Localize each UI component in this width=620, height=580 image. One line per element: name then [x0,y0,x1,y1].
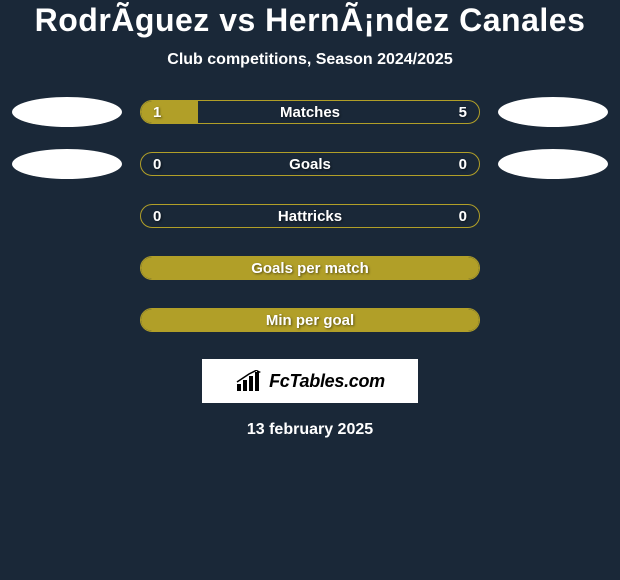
stat-row: 0 Hattricks 0 [0,201,620,231]
stat-value-left: 0 [153,208,161,225]
ellipse-spacer [498,305,608,335]
ellipse-spacer [12,201,122,231]
logo-box: FcTables.com [202,359,418,403]
stat-row: 0 Goals 0 [0,149,620,179]
stat-label: Goals [289,156,331,173]
player-ellipse-left [12,149,122,179]
logo-text: FcTables.com [269,371,385,392]
stat-value-right: 0 [459,208,467,225]
stat-bar: 1 Matches 5 [140,100,480,124]
stat-value-left: 1 [153,104,161,121]
stat-value-right: 5 [459,104,467,121]
player-ellipse-right [498,97,608,127]
chart-icon [235,370,263,392]
stat-label: Hattricks [278,208,342,225]
stat-rows: 1 Matches 5 0 Goals 0 0 Hattricks 0 Goals per mat… [0,97,620,335]
comparison-infographic: RodrÃ­guez vs HernÃ¡ndez Canales Club co… [0,0,620,439]
stat-bar: 0 Goals 0 [140,152,480,176]
stat-row: 1 Matches 5 [0,97,620,127]
player-ellipse-left [12,97,122,127]
stat-value-left: 0 [153,156,161,173]
ellipse-spacer [12,305,122,335]
player-ellipse-right [498,149,608,179]
stat-row: Goals per match [0,253,620,283]
stat-label: Goals per match [251,260,369,277]
stat-bar: Goals per match [140,256,480,280]
date-text: 13 february 2025 [0,421,620,439]
ellipse-spacer [498,253,608,283]
page-title: RodrÃ­guez vs HernÃ¡ndez Canales [0,2,620,39]
stat-bar: Min per goal [140,308,480,332]
stat-label: Matches [280,104,340,121]
stat-label: Min per goal [266,312,354,329]
stat-bar: 0 Hattricks 0 [140,204,480,228]
stat-row: Min per goal [0,305,620,335]
bar-fill [141,101,198,123]
ellipse-spacer [12,253,122,283]
ellipse-spacer [498,201,608,231]
subtitle: Club competitions, Season 2024/2025 [0,51,620,69]
stat-value-right: 0 [459,156,467,173]
